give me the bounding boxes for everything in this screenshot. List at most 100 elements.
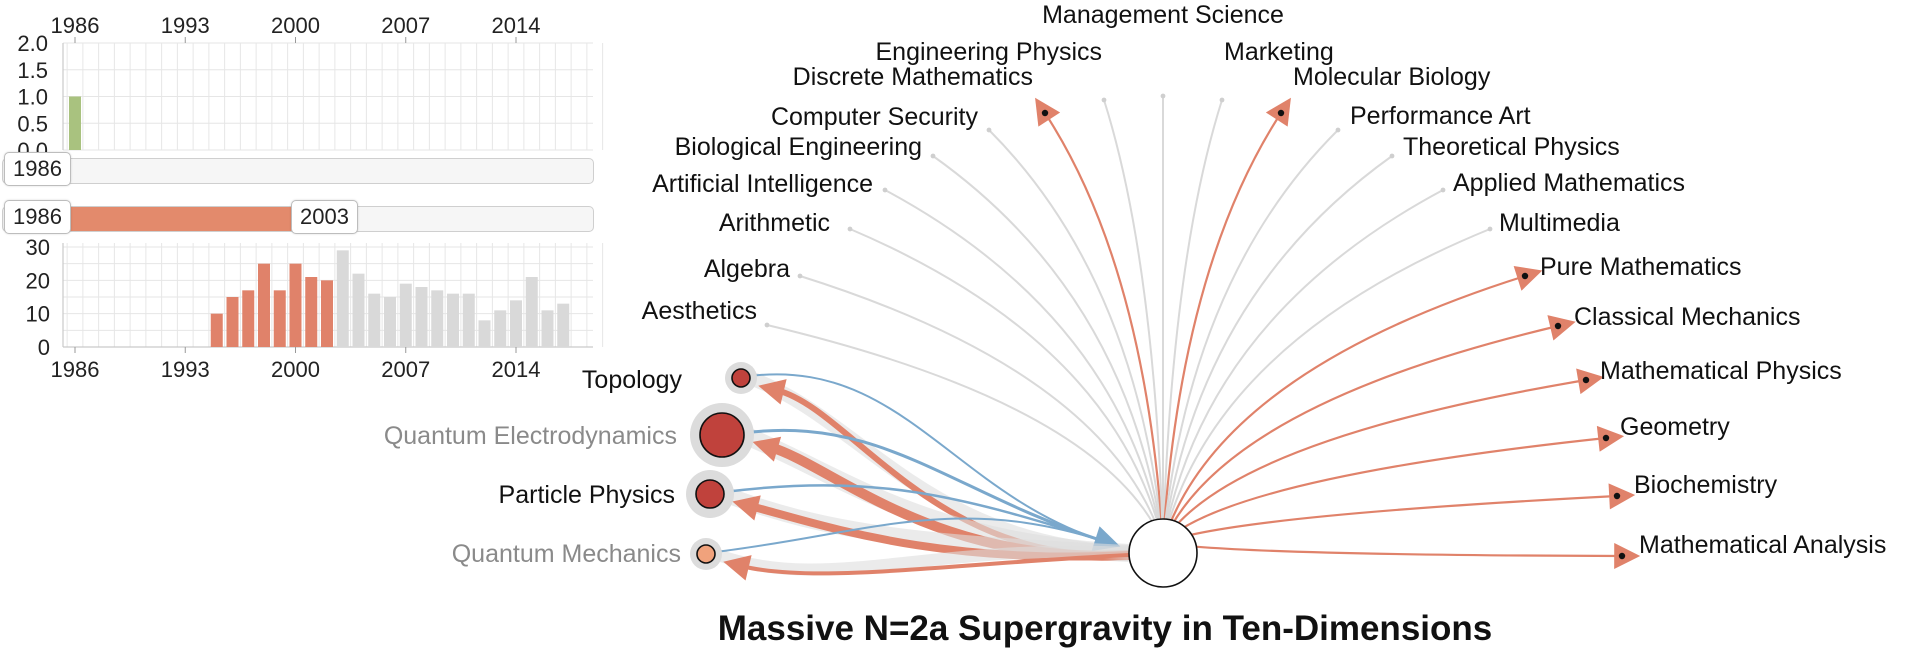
bottom-bar[interactable] — [242, 290, 255, 347]
bottom-bar[interactable] — [305, 277, 318, 347]
bottom-chart-bars — [210, 250, 570, 347]
fan-link — [988, 129, 1164, 543]
fan-node-dot[interactable] — [1101, 97, 1107, 103]
fan-node-dot[interactable] — [1618, 552, 1626, 560]
bottom-bar[interactable] — [399, 283, 412, 347]
fan-node-dot[interactable] — [1335, 127, 1341, 133]
fan-node-dot[interactable] — [1440, 187, 1446, 193]
fan-topic-label[interactable]: Applied Mathematics — [1453, 169, 1685, 197]
single-slider-handle-label[interactable]: 1986 — [4, 152, 71, 186]
fan-topic-label[interactable]: Biological Engineering — [675, 133, 922, 161]
left-topic-node[interactable] — [731, 368, 751, 388]
top-chart-grid — [62, 42, 604, 151]
bottom-bar[interactable] — [258, 263, 270, 347]
fan-node-dot[interactable] — [1554, 322, 1562, 330]
fan-node-dot[interactable] — [1602, 434, 1610, 442]
fan-link — [1162, 155, 1393, 543]
top-y-tick-label: 1.0 — [17, 85, 48, 110]
bottom-bar[interactable] — [462, 293, 475, 347]
left-nodes: Topology Quantum Electrodynamics Particle … — [384, 362, 757, 570]
fan-topic-label[interactable]: Classical Mechanics — [1574, 303, 1800, 331]
fan-node-dot[interactable] — [986, 127, 992, 133]
bottom-bar[interactable] — [478, 320, 491, 347]
fan-topic-label[interactable]: Management Science — [1042, 1, 1284, 29]
left-topic-node[interactable] — [699, 412, 745, 458]
fan-node-dot[interactable] — [882, 187, 888, 193]
fan-node-dot[interactable] — [1613, 492, 1621, 500]
fan-node-dot[interactable] — [764, 322, 770, 328]
fan-node-dot[interactable] — [1160, 93, 1166, 99]
top-bar[interactable] — [69, 96, 81, 151]
left-topic-label[interactable]: Quantum Electrodynamics — [384, 422, 677, 450]
fan-node-dot[interactable] — [1582, 376, 1590, 384]
bottom-x-tick-label: 1986 — [51, 357, 100, 382]
bottom-bar[interactable] — [336, 250, 349, 347]
fan-node-dot[interactable] — [1277, 109, 1285, 117]
fan-node-dot[interactable] — [1389, 153, 1395, 159]
left-topic-label[interactable]: Quantum Mechanics — [452, 540, 681, 568]
bottom-bar[interactable] — [525, 277, 538, 347]
fan-topic-label[interactable]: Molecular Biology — [1293, 63, 1491, 91]
fan-links — [766, 96, 1641, 569]
bottom-bar[interactable] — [447, 293, 459, 347]
fan-node-dot[interactable] — [930, 153, 936, 159]
range-slider-start-handle[interactable]: 1986 — [4, 200, 71, 234]
bottom-bar[interactable] — [415, 287, 428, 347]
bottom-bar[interactable] — [352, 273, 365, 347]
bottom-bar[interactable] — [384, 297, 396, 347]
fan-topic-label[interactable]: Computer Security — [771, 103, 979, 131]
fan-topic-label[interactable]: Biochemistry — [1634, 471, 1778, 499]
fan-topic-label[interactable]: Artificial Intelligence — [652, 170, 873, 198]
fan-link — [932, 155, 1164, 543]
fan-topic-label[interactable]: Mathematical Analysis — [1639, 531, 1886, 559]
range-slider-end-handle[interactable]: 2003 — [291, 200, 358, 234]
fan-topic-label[interactable]: Aesthetics — [642, 297, 757, 325]
center-paper-node[interactable] — [1128, 518, 1198, 588]
bottom-y-tick-label: 20 — [26, 268, 50, 293]
fan-topic-label[interactable]: Geometry — [1620, 413, 1730, 441]
fan-node-dot[interactable] — [797, 273, 803, 279]
fan-topic-label[interactable]: Theoretical Physics — [1403, 133, 1620, 161]
fan-topic-label[interactable]: Algebra — [704, 255, 790, 283]
fan-link — [1162, 425, 1625, 544]
fan-node-dot[interactable] — [1521, 272, 1529, 280]
bottom-bar[interactable] — [273, 290, 286, 347]
bottom-bar[interactable] — [321, 280, 333, 347]
bottom-bar[interactable] — [368, 293, 381, 347]
left-topic-label[interactable]: Topology — [582, 366, 683, 394]
bottom-bar[interactable] — [541, 310, 554, 347]
top-chart-bars — [69, 96, 81, 151]
single-slider-track[interactable] — [2, 158, 594, 184]
fan-topic-label[interactable]: Arithmetic — [719, 209, 830, 237]
fan-node-dot[interactable] — [1487, 226, 1493, 232]
bottom-bar[interactable] — [431, 290, 444, 347]
bottom-bar[interactable] — [510, 300, 522, 347]
top-year-axis: 1986 1993 2000 2007 2014 — [51, 13, 541, 43]
bottom-bar[interactable] — [210, 313, 223, 347]
fan-node-dot[interactable] — [847, 226, 853, 232]
fan-topic-label[interactable]: Mathematical Physics — [1600, 357, 1842, 385]
top-x-tick-label: 1993 — [161, 13, 210, 38]
left-link-incoming — [743, 428, 1121, 552]
range-slider-selection[interactable] — [70, 207, 302, 231]
top-x-tick-label: 2000 — [271, 13, 320, 38]
left-topic-label[interactable]: Particle Physics — [499, 481, 675, 509]
fan-node-dot[interactable] — [1219, 97, 1225, 103]
bottom-bar[interactable] — [557, 303, 570, 347]
left-topic-node[interactable] — [695, 479, 725, 509]
fan-topic-label[interactable]: Discrete Mathematics — [793, 63, 1033, 91]
fan-link — [1162, 228, 1491, 544]
bottom-bar[interactable] — [226, 297, 239, 347]
top-x-tick-label: 2014 — [492, 13, 541, 38]
fan-topic-label[interactable]: Pure Mathematics — [1540, 253, 1741, 281]
fan-topic-label[interactable]: Performance Art — [1350, 102, 1531, 130]
left-topic-node[interactable] — [696, 544, 716, 564]
fan-node-dot[interactable] — [1041, 109, 1049, 117]
fan-topic-label[interactable]: Multimedia — [1499, 209, 1620, 237]
fan-topic-label[interactable]: Engineering Physics — [875, 38, 1102, 66]
bottom-bar[interactable] — [289, 263, 302, 347]
bottom-bar[interactable] — [494, 310, 507, 347]
top-x-tick-label: 2007 — [381, 13, 430, 38]
fan-topic-label[interactable]: Marketing — [1224, 38, 1334, 66]
fan-link — [766, 324, 1164, 544]
